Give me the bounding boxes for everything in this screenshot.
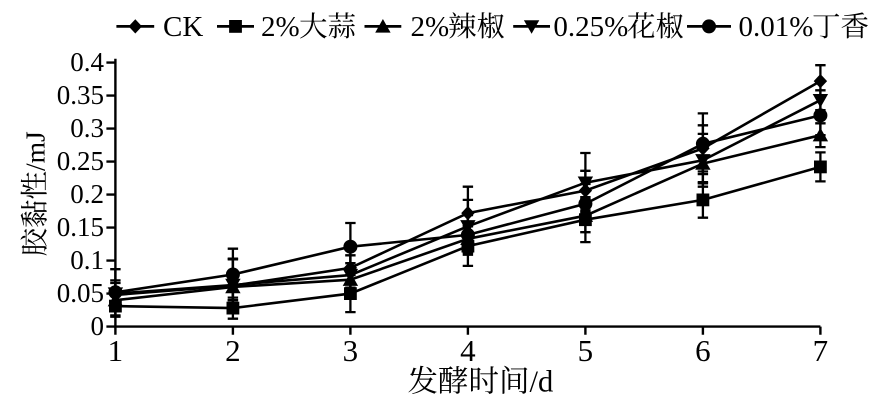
svg-text:2%: 2% bbox=[411, 11, 450, 43]
svg-text:3: 3 bbox=[343, 333, 359, 368]
svg-text:7: 7 bbox=[813, 333, 829, 368]
svg-text:0.2: 0.2 bbox=[70, 179, 104, 209]
svg-text:0.35: 0.35 bbox=[57, 80, 104, 110]
svg-text:0.25: 0.25 bbox=[57, 146, 104, 176]
svg-text:0.05: 0.05 bbox=[57, 278, 104, 308]
svg-text:1: 1 bbox=[108, 333, 124, 368]
svg-text:2: 2 bbox=[225, 333, 241, 368]
svg-text:6: 6 bbox=[695, 333, 711, 368]
svg-text:4: 4 bbox=[460, 333, 476, 368]
svg-text:0.1: 0.1 bbox=[70, 245, 104, 275]
svg-text:0.25%: 0.25% bbox=[553, 11, 628, 43]
svg-text:0.15: 0.15 bbox=[57, 212, 104, 242]
svg-text:CK: CK bbox=[163, 11, 203, 43]
svg-text:/d: /d bbox=[530, 365, 554, 399]
svg-text:0.3: 0.3 bbox=[70, 113, 104, 143]
svg-text:0: 0 bbox=[91, 311, 105, 341]
svg-text:0.4: 0.4 bbox=[70, 47, 104, 77]
svg-text:5: 5 bbox=[578, 333, 594, 368]
svg-text:/mJ: /mJ bbox=[20, 131, 51, 171]
svg-text:0.01%: 0.01% bbox=[739, 11, 814, 43]
svg-text:2%: 2% bbox=[261, 11, 300, 43]
